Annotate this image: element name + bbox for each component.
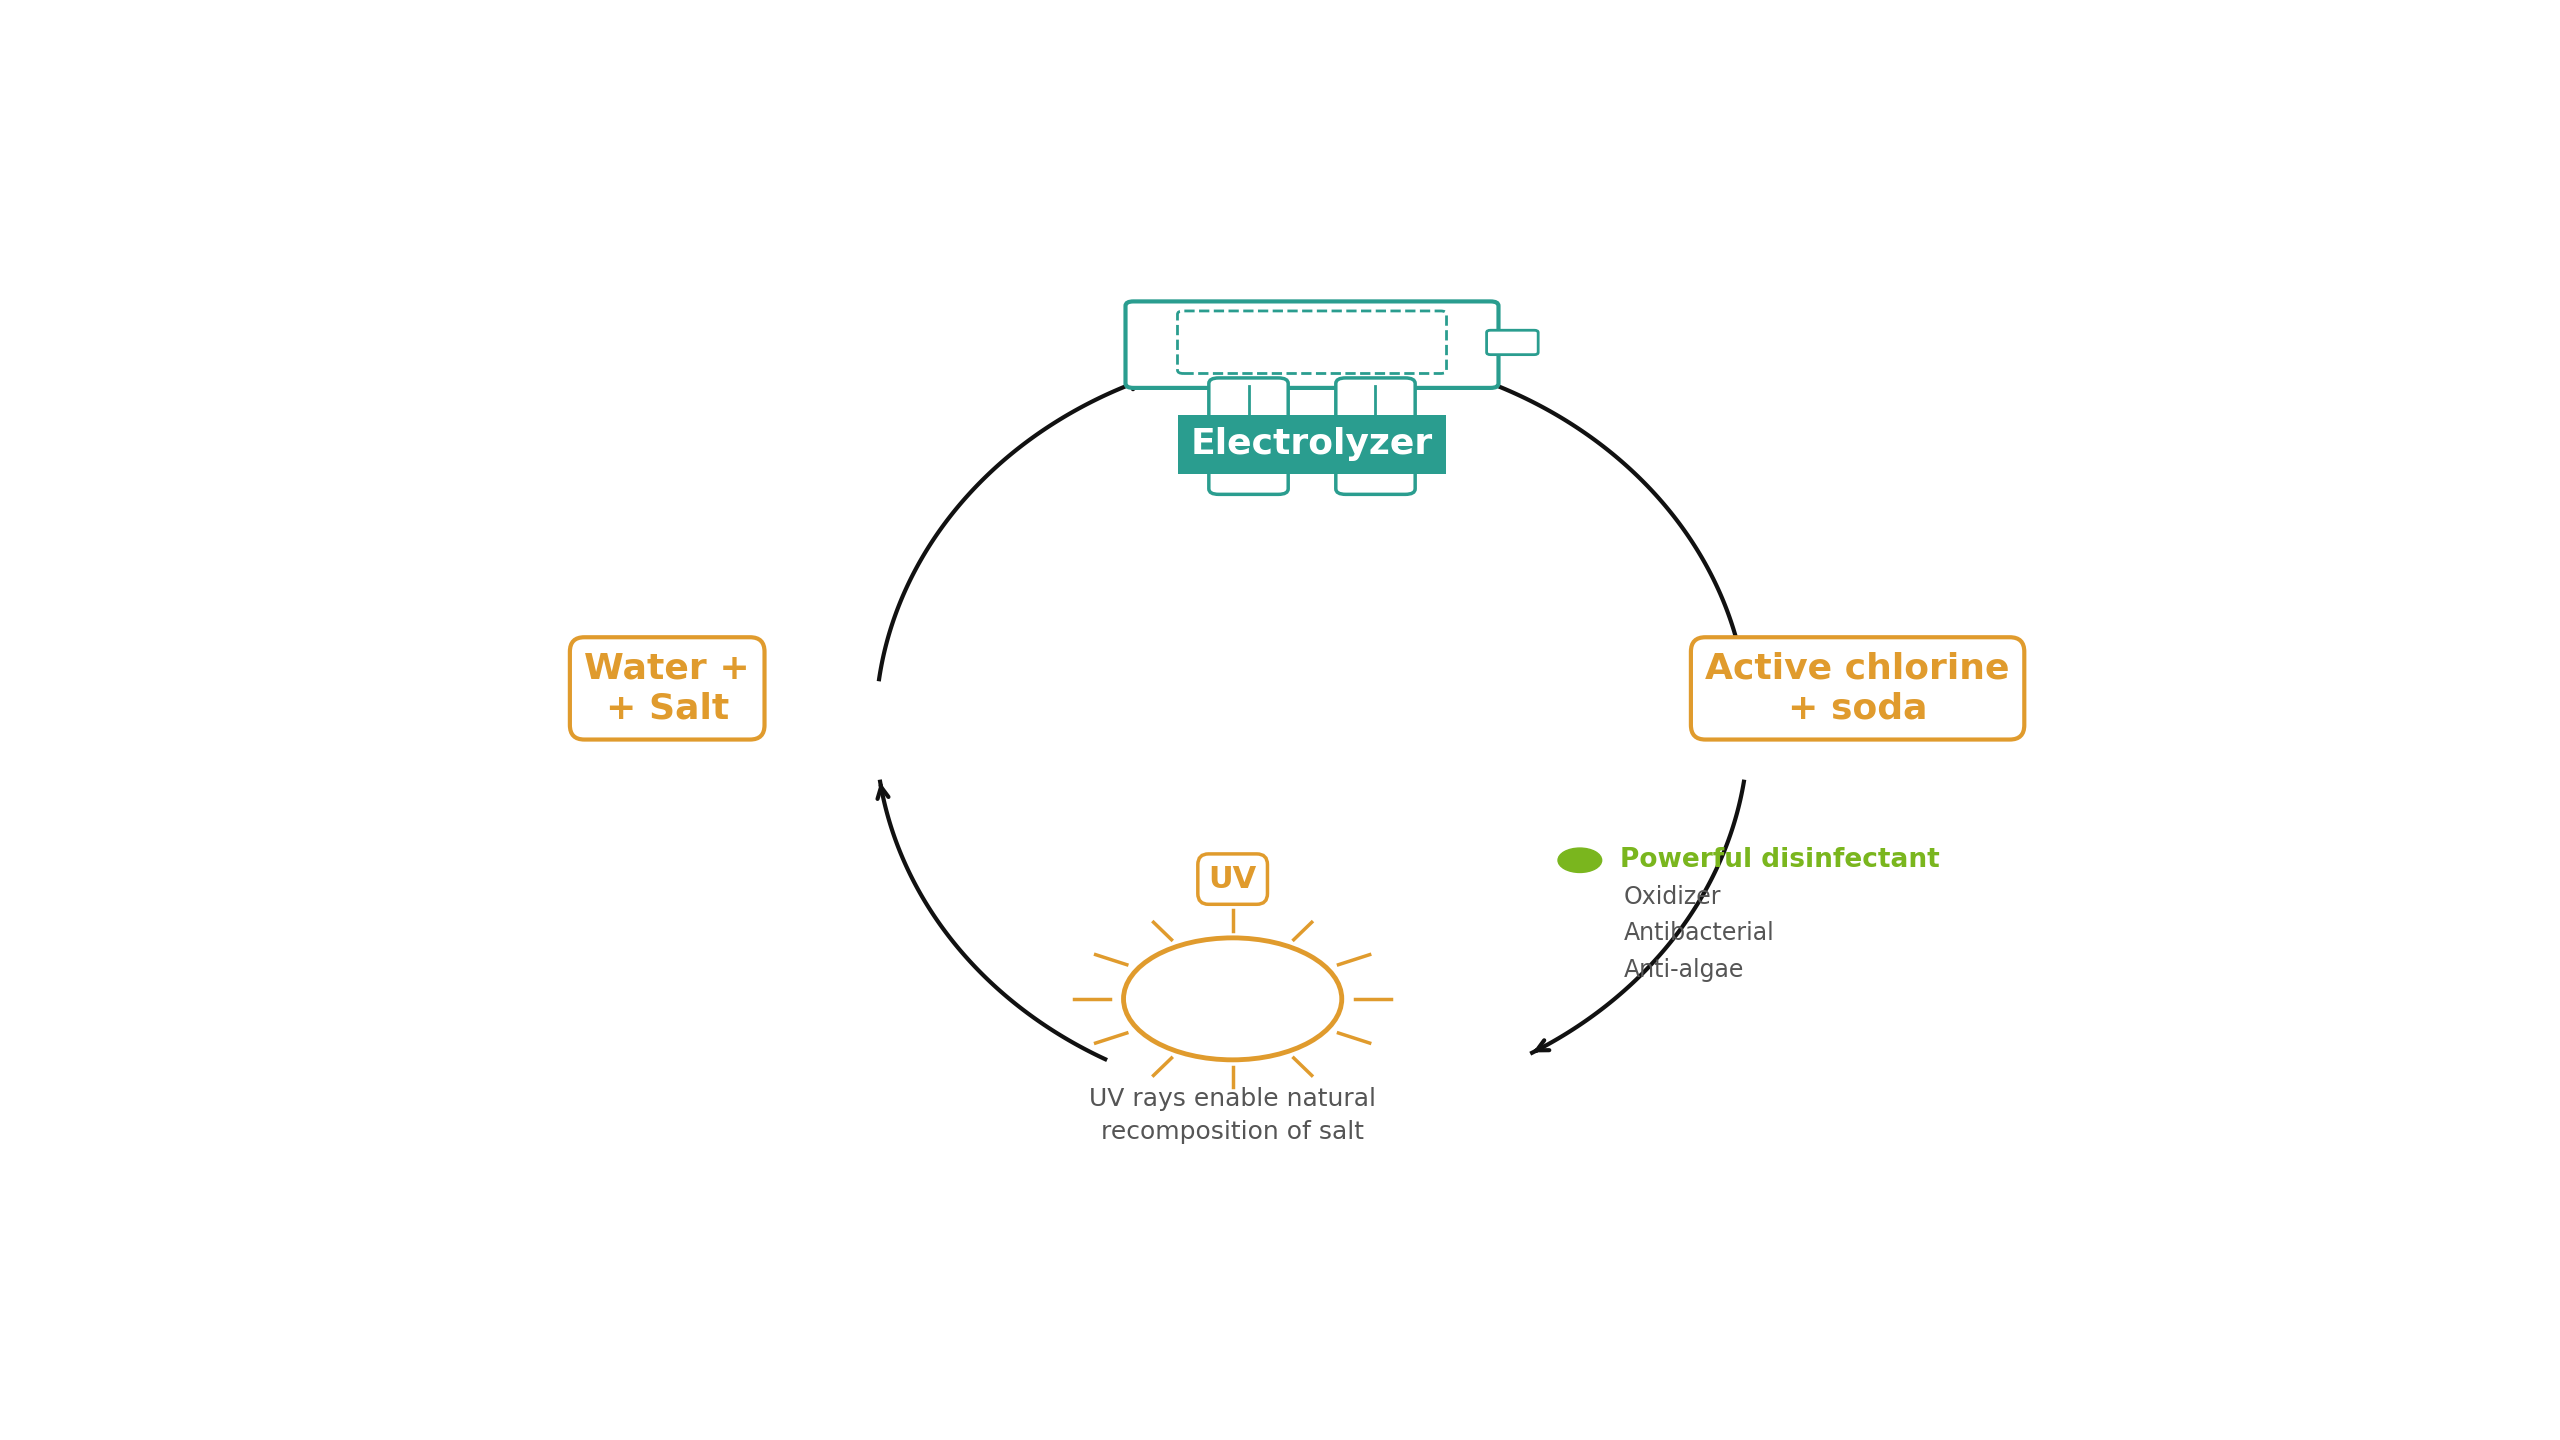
Text: Antibacterial: Antibacterial bbox=[1623, 922, 1774, 946]
Text: Active chlorine
+ soda: Active chlorine + soda bbox=[1705, 652, 2010, 726]
Text: Anti-algae: Anti-algae bbox=[1623, 958, 1743, 982]
Circle shape bbox=[1124, 937, 1341, 1060]
Circle shape bbox=[1559, 848, 1603, 873]
FancyBboxPatch shape bbox=[1126, 301, 1498, 387]
FancyBboxPatch shape bbox=[1487, 330, 1539, 354]
Text: Powerful disinfectant: Powerful disinfectant bbox=[1620, 847, 1940, 873]
FancyBboxPatch shape bbox=[1336, 377, 1416, 494]
Text: Water +
+ Salt: Water + + Salt bbox=[584, 652, 750, 726]
FancyBboxPatch shape bbox=[1178, 311, 1446, 373]
FancyBboxPatch shape bbox=[1208, 377, 1288, 494]
Text: Electrolyzer: Electrolyzer bbox=[1190, 428, 1434, 461]
Text: UV: UV bbox=[1208, 864, 1257, 894]
Text: Oxidizer: Oxidizer bbox=[1623, 884, 1720, 909]
Text: UV rays enable natural
recomposition of salt: UV rays enable natural recomposition of … bbox=[1088, 1087, 1377, 1143]
